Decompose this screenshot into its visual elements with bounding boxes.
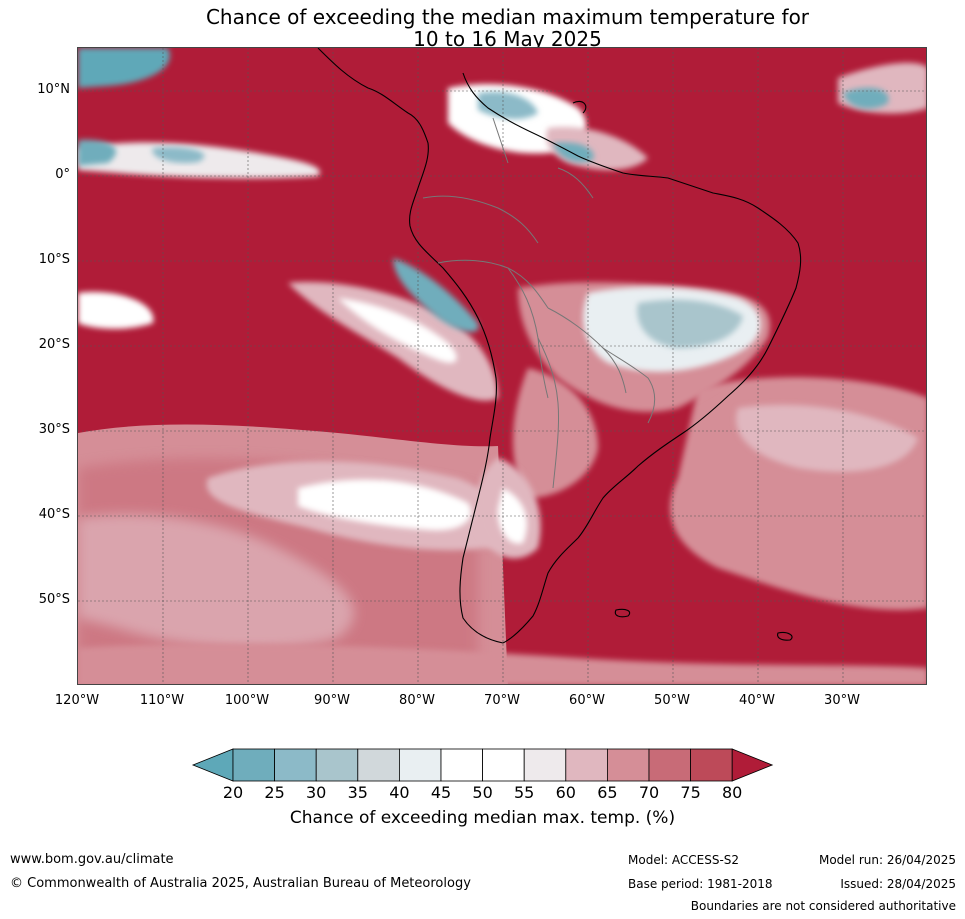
colorbar-segment xyxy=(606,748,650,782)
colorbar-arrow-high xyxy=(731,748,774,782)
colorbar-tick-label: 30 xyxy=(306,783,327,802)
colorbar-segment xyxy=(274,748,317,782)
colorbar-tick-label: 25 xyxy=(264,783,285,802)
colorbar-segment xyxy=(232,748,275,782)
colorbar-segment xyxy=(565,748,608,782)
map-title-line1: Chance of exceeding the median maximum t… xyxy=(205,5,810,29)
lon-label-120w: 120°W xyxy=(54,693,100,708)
colorbar-segment xyxy=(482,748,525,782)
lat-label-10s: 10°S xyxy=(38,252,70,267)
map-title-line2: 10 to 16 May 2025 xyxy=(413,27,602,51)
lon-label-50w: 50°W xyxy=(654,693,690,708)
footer-copyright: © Commonwealth of Australia 2025, Austra… xyxy=(10,876,471,891)
footer-website: www.bom.gov.au/climate xyxy=(10,852,174,867)
colorbar-segment xyxy=(690,748,733,782)
footer-base-period: Base period: 1981-2018 xyxy=(628,877,773,891)
colorbar-segment xyxy=(315,748,359,782)
lon-label-60w: 60°W xyxy=(569,693,605,708)
colorbar-tick-label: 65 xyxy=(597,783,618,802)
colorbar-tick-label: 70 xyxy=(638,783,660,802)
colorbar-arrow-low xyxy=(191,748,234,782)
colorbar-tick-label: 55 xyxy=(514,783,535,802)
lon-label-30w: 30°W xyxy=(824,693,860,708)
footer-issued: Issued: 28/04/2025 xyxy=(840,877,956,891)
lon-label-40w: 40°W xyxy=(739,693,775,708)
lon-label-70w: 70°W xyxy=(484,693,520,708)
coastline xyxy=(317,48,802,644)
colorbar-segment xyxy=(648,748,691,782)
colorbar-tick-label: 60 xyxy=(555,783,576,802)
footer-model: Model: ACCESS-S2 xyxy=(628,853,740,867)
lat-label-30s: 30°S xyxy=(38,422,70,437)
map-gridlines xyxy=(78,48,926,684)
lat-label-0: 0° xyxy=(55,167,70,182)
footer-disclaimer: Boundaries are not considered authoritat… xyxy=(690,899,956,913)
lat-label-50s: 50°S xyxy=(38,592,70,607)
lon-label-110w: 110°W xyxy=(139,693,185,708)
colorbar-segment xyxy=(398,748,442,782)
colorbar-segment xyxy=(357,748,400,782)
colorbar-tick-label: 20 xyxy=(222,783,244,802)
lon-label-100w: 100°W xyxy=(224,693,270,708)
colorbar-label: Chance of exceeding median max. temp. (%… xyxy=(289,808,676,828)
forecast-map-canvas xyxy=(78,48,926,684)
colorbar-tick-label: 45 xyxy=(430,783,452,802)
forecast-map xyxy=(77,47,927,685)
equatorial-pacific-region xyxy=(78,48,320,329)
lon-label-80w: 80°W xyxy=(399,693,435,708)
colorbar-segment xyxy=(440,748,483,782)
lat-label-40s: 40°S xyxy=(38,507,70,522)
colorbar-tick-label: 35 xyxy=(347,783,368,802)
colorbar xyxy=(191,748,774,782)
southern-ocean-region xyxy=(78,377,926,684)
south-america-interior xyxy=(448,84,770,559)
footer-model-run: Model run: 26/04/2025 xyxy=(818,853,956,867)
lon-label-90w: 90°W xyxy=(314,693,350,708)
lat-label-20s: 20°S xyxy=(38,337,70,352)
colorbar-tick-label: 75 xyxy=(680,783,701,802)
colorbar-tick-label: 40 xyxy=(389,783,410,802)
colorbar-segment xyxy=(523,748,567,782)
peru-chile-coast-region xyxy=(288,258,498,401)
north-atlantic-region xyxy=(838,62,926,114)
lat-label-10n: 10°N xyxy=(37,82,70,97)
colorbar-tick-label: 80 xyxy=(722,783,743,802)
colorbar-tick-label: 50 xyxy=(472,783,493,802)
country-borders xyxy=(422,117,656,489)
